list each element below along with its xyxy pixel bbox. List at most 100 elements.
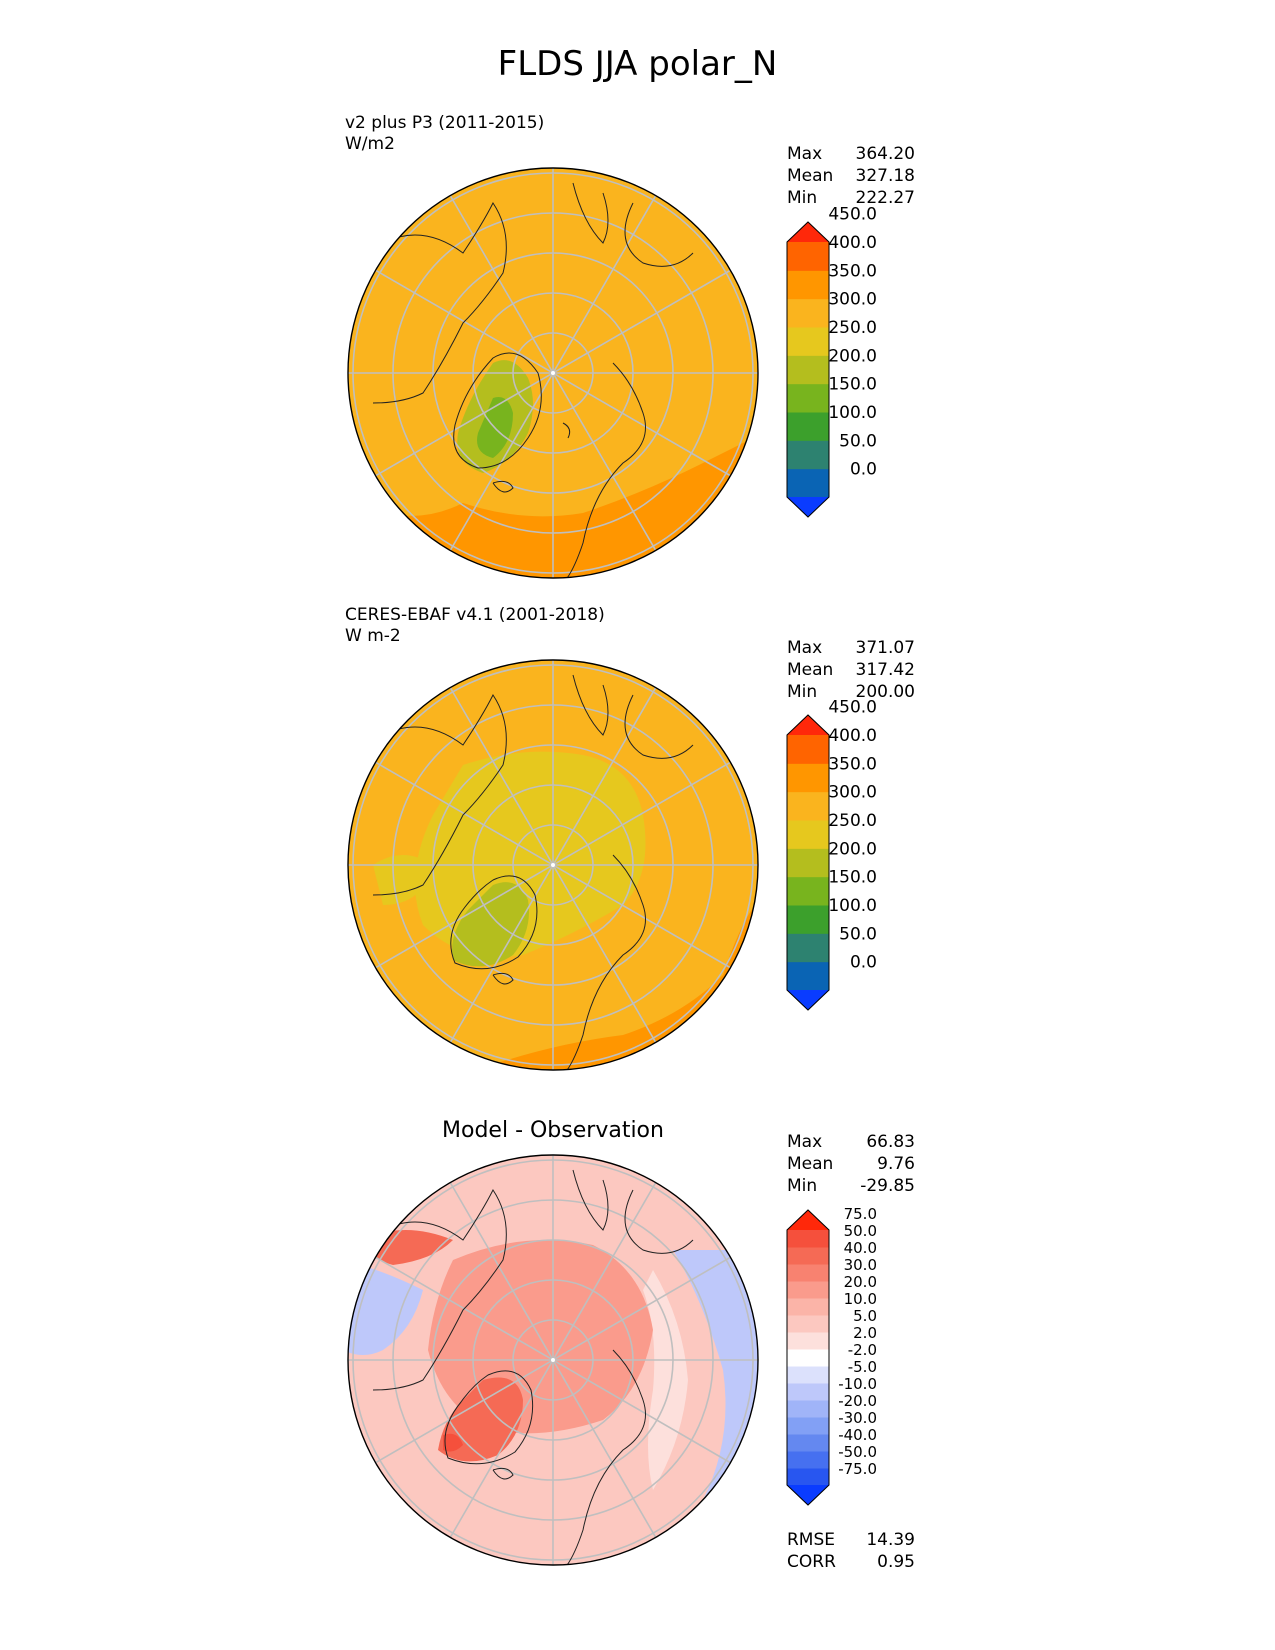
metric-label: RMSE (787, 1530, 836, 1550)
stat-value: 364.20 (855, 144, 915, 164)
stat-mean: Mean 9.76 (787, 1153, 915, 1175)
colorbar-segment (787, 1400, 829, 1418)
colorbar-segment (787, 298, 829, 328)
metric-value: 14.39 (866, 1530, 915, 1550)
land-field-west (373, 855, 433, 905)
map-boundary (347, 167, 759, 579)
coastline (572, 1169, 694, 1254)
colorbar-tick-label: 450.0 (828, 205, 877, 225)
panel-1-colorbar: 0.0 50.0 100.0 150.0 200.0 250.0 300.0 350.0 400… (786, 205, 877, 518)
stat-value: 371.07 (855, 638, 915, 658)
coastline (492, 972, 514, 985)
colorbar-tick-label: -40.0 (838, 1426, 877, 1444)
colorbar-segment (787, 1332, 829, 1350)
colorbar-tick-label: 400.0 (828, 726, 877, 746)
colorbar-segment (787, 961, 829, 991)
panel-3-metrics: RMSE 14.39 CORR 0.95 (787, 1529, 915, 1573)
panel-2-units: W m-2 (345, 626, 401, 646)
panel-3-colorbar: -75.0-50.0-40.0-30.0-20.0-10.0-5.0-2.02.… (786, 1205, 877, 1506)
colorbar-segment (787, 763, 829, 793)
colorbar-segment (787, 1451, 829, 1469)
colorbar-tick-label: 50.0 (839, 924, 877, 944)
colorbar-segment (787, 242, 829, 271)
panel-2-title-line1: CERES-EBAF v4.1 (2001-2018) (345, 605, 605, 625)
colorbar-tick-label: -20.0 (838, 1392, 877, 1410)
colorbar-segment (787, 820, 829, 849)
colorbar-segment (787, 848, 829, 878)
colorbar-extend-max (787, 1210, 829, 1230)
pole-marker (551, 1358, 555, 1362)
colorbar-segment (787, 1349, 829, 1367)
panel-2-stats: Max 371.07 Mean 317.42 Min 200.00 (787, 637, 915, 703)
colorbar-segment (787, 440, 829, 470)
stat-label: Mean (787, 660, 834, 680)
colorbar-segment (787, 355, 829, 385)
panel-3-stats: Max 66.83 Mean 9.76 Min -29.85 (787, 1131, 915, 1197)
colorbar-segment (787, 876, 829, 906)
colorbar-segment (787, 791, 829, 821)
stat-label: Min (787, 188, 818, 208)
colorbar-segment (787, 1230, 829, 1248)
stat-value: 317.42 (855, 660, 915, 680)
greenland-field (452, 882, 529, 967)
colorbar-tick-label: 250.0 (828, 811, 877, 831)
colorbar-segment (787, 1366, 829, 1384)
colorbar-tick-label: 30.0 (844, 1256, 877, 1274)
colorbar-segment (787, 1298, 829, 1316)
colorbar-segment (787, 1434, 829, 1452)
colorbar-tick-label: 0.0 (850, 953, 877, 973)
colorbar-tick-label: 150.0 (828, 375, 877, 395)
coastline (372, 202, 507, 404)
colorbar-extend-max (787, 715, 829, 735)
coastline (572, 674, 694, 759)
colorbar-tick-label: 50.0 (844, 1222, 877, 1240)
panel-2-map (347, 659, 759, 1071)
stat-mean: Mean 327.18 (787, 165, 915, 187)
colorbar-tick-label: 10.0 (844, 1290, 877, 1308)
coastline (492, 1467, 514, 1480)
edge-band-south (348, 433, 758, 578)
map-boundary (347, 1154, 759, 1566)
stat-mean: Mean 317.42 (787, 659, 915, 681)
colorbar-tick-label: 200.0 (828, 839, 877, 859)
stat-value: 200.00 (855, 682, 915, 702)
stat-min: Min 200.00 (787, 681, 915, 703)
colorbar-tick-label: 100.0 (828, 896, 877, 916)
stat-min: Min 222.27 (787, 187, 915, 209)
colorbar-tick-label: -75.0 (838, 1460, 877, 1478)
stat-min: Min -29.85 (787, 1175, 915, 1197)
stat-label: Mean (787, 1154, 834, 1174)
colorbar-tick-label: -50.0 (838, 1443, 877, 1461)
panel-2-title: CERES-EBAF v4.1 (2001-2018) W m-2 (345, 605, 605, 647)
stat-label: Max (787, 1132, 823, 1152)
colorbar-tick-label: 200.0 (828, 346, 877, 366)
colorbar-segment (787, 270, 829, 300)
colorbar-tick-label: 5.0 (853, 1307, 877, 1325)
colorbar-tick-label: 2.0 (853, 1324, 877, 1342)
colorbar-tick-label: 350.0 (828, 754, 877, 774)
colorbar-extend-min (787, 1485, 829, 1505)
colorbar-tick-label: 40.0 (844, 1239, 877, 1257)
pole-marker (551, 863, 555, 867)
colorbar-tick-label: 300.0 (828, 783, 877, 803)
stat-value: 9.76 (877, 1154, 915, 1174)
colorbar-tick-label: 0.0 (850, 460, 877, 480)
colorbar-segment (787, 905, 829, 934)
colorbar-tick-label: -10.0 (838, 1375, 877, 1393)
metric-rmse: RMSE 14.39 (787, 1529, 915, 1551)
white-band-east (643, 1270, 688, 1490)
colorbar-tick-label: -5.0 (848, 1358, 877, 1376)
colorbar-tick-label: -2.0 (848, 1341, 877, 1359)
coastline (492, 422, 571, 493)
stat-value: 222.27 (855, 188, 915, 208)
colorbar-tick-label: 50.0 (839, 431, 877, 451)
stat-label: Min (787, 682, 818, 702)
pole-marker (551, 371, 555, 375)
stat-value: -29.85 (860, 1176, 915, 1196)
stat-max: Max 66.83 (787, 1131, 915, 1153)
colorbar-outline (786, 714, 830, 1011)
panel-2-colorbar: 0.0 50.0 100.0 150.0 200.0 250.0 300.0 350.0 400… (786, 698, 877, 1011)
stat-label: Max (787, 638, 823, 658)
stat-value: 66.83 (866, 1132, 915, 1152)
colorbar-tick-label: 300.0 (828, 290, 877, 310)
